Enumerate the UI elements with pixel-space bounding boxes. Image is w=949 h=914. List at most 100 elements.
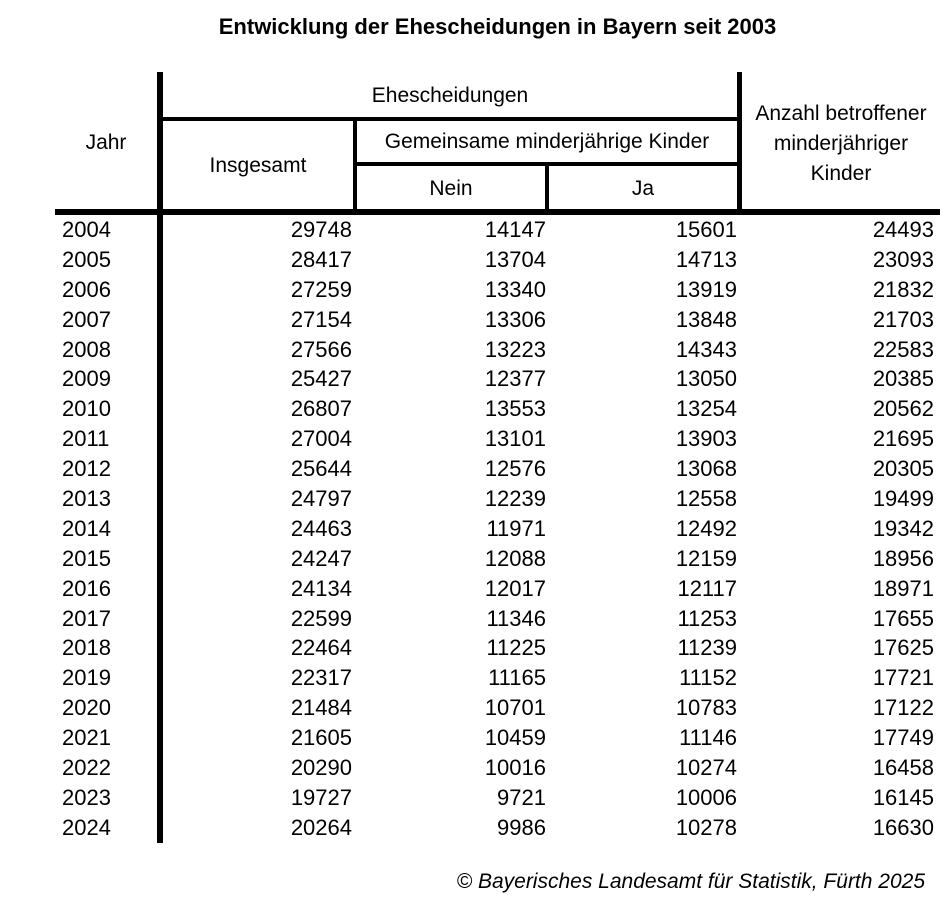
- cell-nein: 10701: [484, 695, 546, 721]
- cell-ja: 14343: [675, 336, 737, 362]
- table-row: 2009 25427 12377 13050 20385: [0, 364, 949, 394]
- cell-anzahl-kinder: 19342: [872, 515, 934, 541]
- table-row: 2019 22317 11165 11152 17721: [0, 663, 949, 693]
- cell-jahr: 2006: [62, 276, 111, 302]
- cell-anzahl-kinder: 17655: [872, 605, 934, 631]
- cell-insgesamt: 27154: [290, 306, 352, 332]
- cell-nein: 9986: [497, 814, 546, 840]
- cell-nein: 13101: [484, 426, 546, 452]
- cell-jahr: 2012: [62, 456, 111, 482]
- cell-ja: 10783: [675, 695, 737, 721]
- cell-insgesamt: 29748: [290, 217, 352, 242]
- cell-insgesamt: 27004: [290, 426, 352, 452]
- table-row: 2020 21484 10701 10783 17122: [0, 693, 949, 723]
- cell-ja: 13050: [675, 366, 737, 392]
- cell-insgesamt: 20290: [290, 755, 352, 781]
- cell-ja: 11239: [677, 635, 737, 661]
- cell-nein: 12017: [484, 575, 546, 601]
- table-row: 2023 19727 9721 10006 16145: [0, 783, 949, 813]
- cell-insgesamt: 21605: [290, 725, 352, 751]
- cell-nein: 12239: [484, 486, 546, 512]
- cell-ja: 12492: [675, 515, 737, 541]
- cell-nein: 11346: [486, 605, 546, 631]
- cell-anzahl-kinder: 17122: [872, 695, 934, 721]
- cell-anzahl-kinder: 19499: [872, 486, 934, 512]
- cell-nein: 12576: [484, 456, 546, 482]
- cell-ja: 13848: [675, 306, 737, 332]
- cell-anzahl-kinder: 16458: [872, 755, 934, 781]
- cell-nein: 9721: [497, 784, 546, 810]
- cell-anzahl-kinder: 17721: [872, 665, 934, 691]
- table-row: 2006 27259 13340 13919 21832: [0, 275, 949, 305]
- cell-nein: 10016: [484, 755, 546, 781]
- cell-nein: 13223: [484, 336, 546, 362]
- cell-jahr: 2022: [62, 755, 111, 781]
- cell-anzahl-kinder: 17749: [872, 725, 934, 751]
- cell-anzahl-kinder: 20562: [872, 396, 934, 422]
- cell-ja: 11152: [679, 665, 737, 691]
- cell-nein: 11165: [488, 665, 546, 691]
- table-row: 2004 29748 14147 15601 24493: [0, 215, 949, 245]
- table-row: 2013 24797 12239 12558 19499: [0, 484, 949, 514]
- cell-ja: 12117: [677, 575, 737, 601]
- cell-anzahl-kinder: 20385: [872, 366, 934, 392]
- copyright-note: © Bayerisches Landesamt für Statistik, F…: [456, 870, 925, 893]
- cell-nein: 12377: [484, 366, 546, 392]
- cell-jahr: 2023: [62, 784, 111, 810]
- cell-jahr: 2015: [62, 545, 111, 571]
- cell-nein: 13340: [484, 276, 546, 302]
- table-row: 2005 28417 13704 14713 23093: [0, 245, 949, 275]
- cell-ja: 13903: [675, 426, 737, 452]
- cell-insgesamt: 24797: [290, 486, 352, 512]
- cell-jahr: 2020: [62, 695, 111, 721]
- cell-jahr: 2007: [62, 306, 111, 332]
- table-row: 2022 20290 10016 10274 16458: [0, 753, 949, 783]
- cell-ja: 15601: [675, 217, 737, 242]
- cell-anzahl-kinder: 22583: [872, 336, 934, 362]
- cell-ja: 13919: [675, 276, 737, 302]
- divider-jahr-column: [157, 72, 163, 843]
- cell-jahr: 2018: [62, 635, 111, 661]
- table-row: 2010 26807 13553 13254 20562: [0, 394, 949, 424]
- cell-insgesamt: 20264: [290, 814, 352, 840]
- cell-insgesamt: 19727: [290, 784, 352, 810]
- table-row: 2007 27154 13306 13848 21703: [0, 305, 949, 335]
- col-header-nein: Nein: [429, 177, 473, 200]
- cell-anzahl-kinder: 16630: [872, 814, 934, 840]
- cell-ja: 10274: [675, 755, 737, 781]
- cell-ja: 11146: [679, 725, 737, 751]
- cell-jahr: 2005: [62, 246, 111, 272]
- cell-nein: 11225: [486, 635, 546, 661]
- cell-jahr: 2024: [62, 814, 111, 840]
- cell-insgesamt: 22317: [290, 665, 352, 691]
- cell-jahr: 2004: [62, 217, 111, 242]
- cell-jahr: 2008: [62, 336, 111, 362]
- cell-anzahl-kinder: 21703: [872, 306, 934, 332]
- cell-nein: 11971: [486, 515, 546, 541]
- col-header-jahr: Jahr: [85, 131, 127, 154]
- table-row: 2018 22464 11225 11239 17625: [0, 633, 949, 663]
- cell-ja: 12558: [675, 486, 737, 512]
- table-row: 2015 24247 12088 12159 18956: [0, 544, 949, 574]
- cell-anzahl-kinder: 18956: [872, 545, 934, 571]
- cell-anzahl-kinder: 24493: [872, 217, 934, 242]
- page-title: Entwicklung der Ehescheidungen in Bayern…: [218, 14, 777, 39]
- cell-jahr: 2021: [62, 725, 111, 751]
- cell-jahr: 2016: [62, 575, 111, 601]
- cell-jahr: 2014: [62, 515, 111, 541]
- cell-anzahl-kinder: 21695: [872, 426, 934, 452]
- divider-nein-ja: [545, 162, 549, 215]
- cell-anzahl-kinder: 21832: [872, 276, 934, 302]
- divider-anzahl-column: [737, 72, 742, 215]
- table-row: 2012 25644 12576 13068 20305: [0, 454, 949, 484]
- cell-ja: 11253: [677, 605, 737, 631]
- cell-jahr: 2019: [62, 665, 111, 691]
- cell-insgesamt: 24463: [290, 515, 352, 541]
- cell-anzahl-kinder: 18971: [872, 575, 934, 601]
- cell-nein: 14147: [484, 217, 546, 242]
- rule-under-ehescheidungen: [160, 117, 742, 121]
- cell-nein: 13704: [484, 246, 546, 272]
- table-row: 2014 24463 11971 12492 19342: [0, 514, 949, 544]
- cell-jahr: 2009: [62, 366, 111, 392]
